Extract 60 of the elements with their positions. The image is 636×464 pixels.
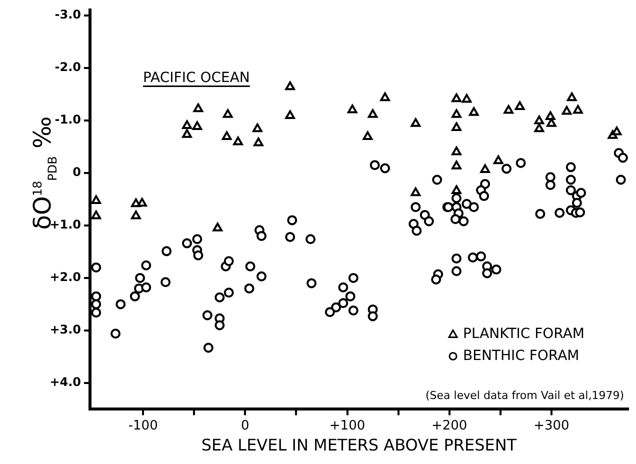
y-tick-label: -3.0 (54, 8, 81, 22)
point (452, 146, 462, 156)
point (192, 121, 202, 130)
point (452, 185, 462, 194)
y-tick-label: -1.0 (54, 112, 81, 127)
point (131, 210, 141, 220)
point (504, 104, 514, 114)
point (514, 101, 525, 110)
point (534, 115, 544, 124)
point (347, 104, 358, 114)
legend-label: PLANKTIC FORAM (463, 326, 585, 342)
x-tick-label: -100 (128, 418, 158, 434)
y-tick-label: 0 (72, 165, 81, 180)
point (362, 131, 373, 140)
point (193, 103, 204, 112)
y-tick-label: +2.0 (50, 270, 81, 284)
point (137, 198, 147, 207)
point (368, 109, 378, 118)
point (462, 94, 472, 103)
point (562, 106, 572, 115)
x-tick-label: +300 (534, 418, 570, 434)
point (410, 187, 421, 196)
point (566, 92, 577, 102)
point (452, 122, 462, 132)
x-tick-label: 0 (241, 418, 250, 434)
point (468, 107, 479, 116)
point (546, 118, 556, 127)
point (254, 138, 264, 146)
point (380, 92, 390, 102)
point (91, 195, 102, 204)
point (182, 120, 192, 129)
point (452, 160, 462, 170)
x-axis-title: SEA LEVEL IN METERS ABOVE PRESENT (201, 436, 517, 455)
point (222, 109, 233, 118)
x-tick-label: +100 (329, 418, 366, 434)
point (493, 155, 504, 164)
point (222, 131, 232, 140)
point (252, 123, 262, 132)
legend-label: BENTHIC FORAM (463, 348, 580, 364)
y-tick-label: +4.0 (50, 375, 81, 390)
point (452, 93, 462, 102)
point (612, 126, 622, 136)
point (410, 118, 421, 127)
y-tick-label: -2.0 (54, 60, 81, 74)
x-tick-label: +200 (431, 418, 468, 434)
y-tick-label: +3.0 (50, 322, 81, 337)
y-tick-label: +1.0 (50, 218, 81, 232)
point (573, 104, 583, 114)
point (91, 210, 102, 220)
point (285, 81, 295, 90)
point (233, 136, 243, 146)
point (285, 110, 295, 119)
point (182, 129, 192, 138)
point (546, 111, 556, 120)
point (452, 109, 462, 118)
annotation: (Sea level data from Vail et al,1979) (426, 389, 624, 402)
text: PACIFIC OCEAN (143, 70, 250, 86)
point (212, 222, 223, 232)
point (480, 164, 490, 174)
point (534, 123, 544, 132)
